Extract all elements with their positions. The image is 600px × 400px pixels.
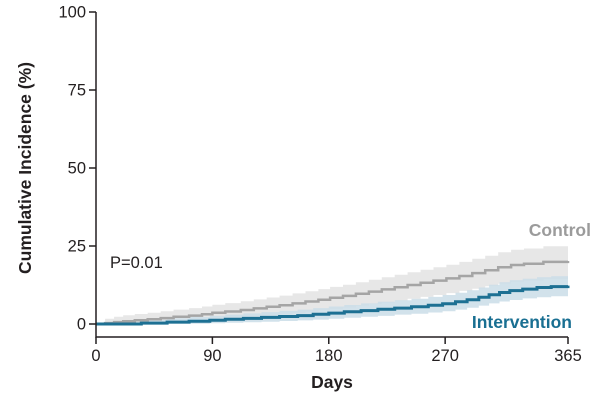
x-tick-label-180: 180 bbox=[315, 347, 343, 365]
p-value-annotation: P=0.01 bbox=[110, 254, 163, 272]
axes-layer bbox=[89, 11, 569, 344]
y-tick-label-75: 75 bbox=[68, 82, 86, 100]
step-curves-layer bbox=[96, 260, 570, 326]
y-tick-label-0: 0 bbox=[77, 316, 86, 334]
y-tick-label-50: 50 bbox=[68, 160, 86, 178]
control-curve bbox=[96, 260, 570, 326]
control-series-label: Control bbox=[529, 220, 591, 240]
intervention-series-label: Intervention bbox=[472, 312, 572, 332]
x-tick-label-270: 270 bbox=[431, 347, 459, 365]
control-confidence-band bbox=[96, 245, 568, 324]
tick-labels-layer: 0 25 50 75 100 0 90 180 270 365 bbox=[58, 4, 581, 366]
intervention-curve bbox=[96, 285, 570, 326]
y-axis-title: Cumulative Incidence (%) bbox=[15, 62, 35, 274]
y-tick-label-25: 25 bbox=[68, 238, 86, 256]
x-axis-title: Days bbox=[311, 372, 353, 392]
x-tick-label-90: 90 bbox=[203, 347, 221, 365]
x-tick-label-0: 0 bbox=[91, 347, 100, 365]
y-tick-label-100: 100 bbox=[58, 4, 86, 22]
x-tick-label-365: 365 bbox=[554, 347, 582, 365]
